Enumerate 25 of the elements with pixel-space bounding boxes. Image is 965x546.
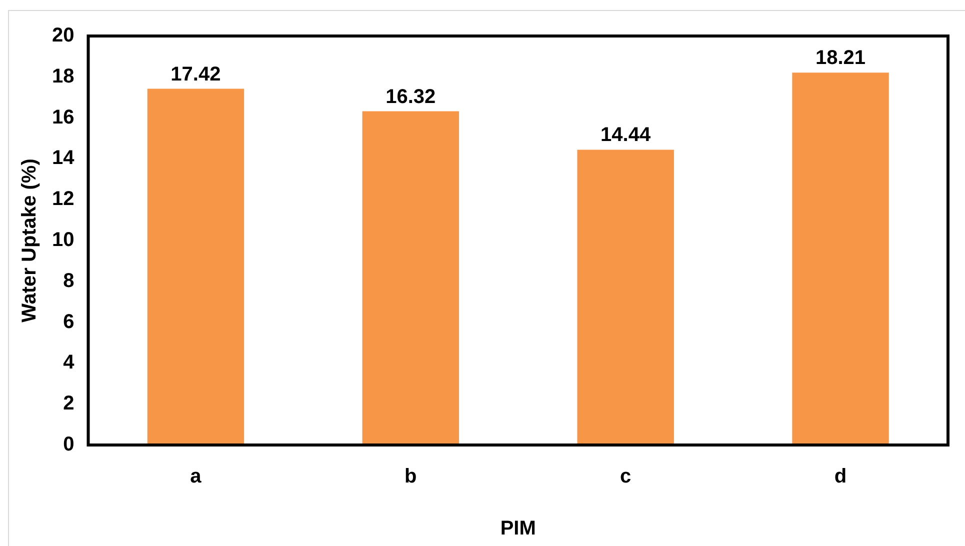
data-label: 18.21 [816, 47, 866, 70]
data-label: 14.44 [600, 124, 652, 146]
x-tick-label: a [190, 466, 202, 488]
y-tick-label: 4 [63, 352, 76, 374]
y-axis-title: Water Uptake (%) [18, 158, 41, 322]
data-label: 16.32 [386, 86, 436, 108]
y-tick-label: 20 [52, 24, 74, 47]
y-tick-label: 8 [63, 270, 74, 292]
data-label: 17.42 [170, 63, 221, 86]
y-tick-label: 14 [52, 147, 76, 170]
bar [147, 88, 244, 445]
y-tick-label: 6 [63, 310, 74, 333]
x-tick-label: d [834, 466, 847, 488]
y-tick-label: 10 [52, 229, 74, 252]
y-tick-label: 16 [52, 106, 74, 128]
x-tick-label: c [620, 466, 632, 488]
bar [577, 150, 674, 445]
y-tick-label: 2 [63, 392, 74, 415]
y-tick-label: 12 [52, 188, 74, 210]
y-tick-label: 18 [52, 65, 74, 88]
y-tick-label: 0 [63, 434, 74, 456]
bar [792, 72, 889, 445]
x-axis-title: PIM [500, 518, 536, 540]
bar [362, 111, 460, 445]
x-tick-label: b [404, 466, 417, 488]
